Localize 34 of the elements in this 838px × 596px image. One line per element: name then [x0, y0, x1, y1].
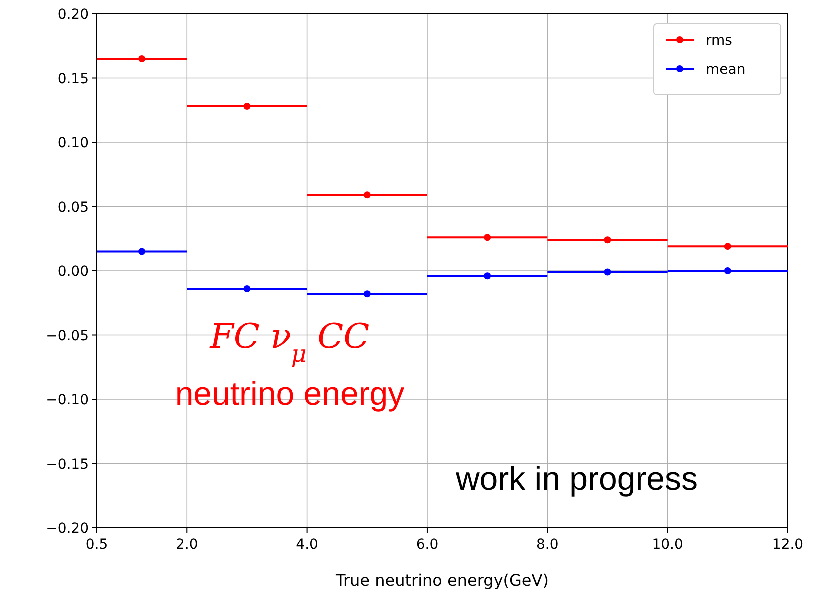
point — [484, 234, 492, 242]
x-tick-label: 10.0 — [652, 537, 684, 553]
point — [138, 55, 146, 62]
y-tick-label: 0.15 — [58, 71, 89, 88]
point — [724, 268, 732, 274]
legend-label: mean — [706, 62, 746, 78]
point — [604, 268, 612, 276]
point — [604, 236, 612, 244]
y-tick-label: −0.20 — [46, 521, 89, 537]
y-tick-label: −0.10 — [46, 392, 89, 408]
point — [244, 285, 251, 292]
annotation: FC ν$_{μ}$ CC — [209, 317, 370, 368]
y-tick-label: 0.10 — [58, 136, 89, 152]
point — [364, 290, 371, 298]
annotation: neutrino energy — [175, 375, 406, 412]
legend-label: rms — [706, 33, 732, 49]
point — [484, 272, 492, 280]
annotation: work in progress — [454, 460, 698, 497]
y-tick-label: 0.20 — [58, 7, 89, 23]
point — [724, 243, 732, 250]
y-tick-label: 0.00 — [58, 264, 89, 280]
x-tick-label: 8.0 — [536, 537, 559, 553]
y-tick-label: 0.05 — [58, 200, 89, 216]
y-tick-label: −0.05 — [46, 328, 89, 344]
y-tick-label: −0.15 — [46, 456, 89, 473]
point — [138, 248, 146, 256]
point — [364, 192, 371, 199]
x-tick-label: 6.0 — [416, 537, 439, 553]
x-tick-label: 4.0 — [296, 537, 318, 553]
point — [244, 103, 251, 110]
x-tick-label: 0.5 — [86, 537, 108, 553]
x-tick-label: 12.0 — [772, 537, 804, 553]
x-axis-title: True neutrino energy(GeV) — [335, 571, 549, 590]
x-tick-label: 2.0 — [176, 537, 198, 553]
